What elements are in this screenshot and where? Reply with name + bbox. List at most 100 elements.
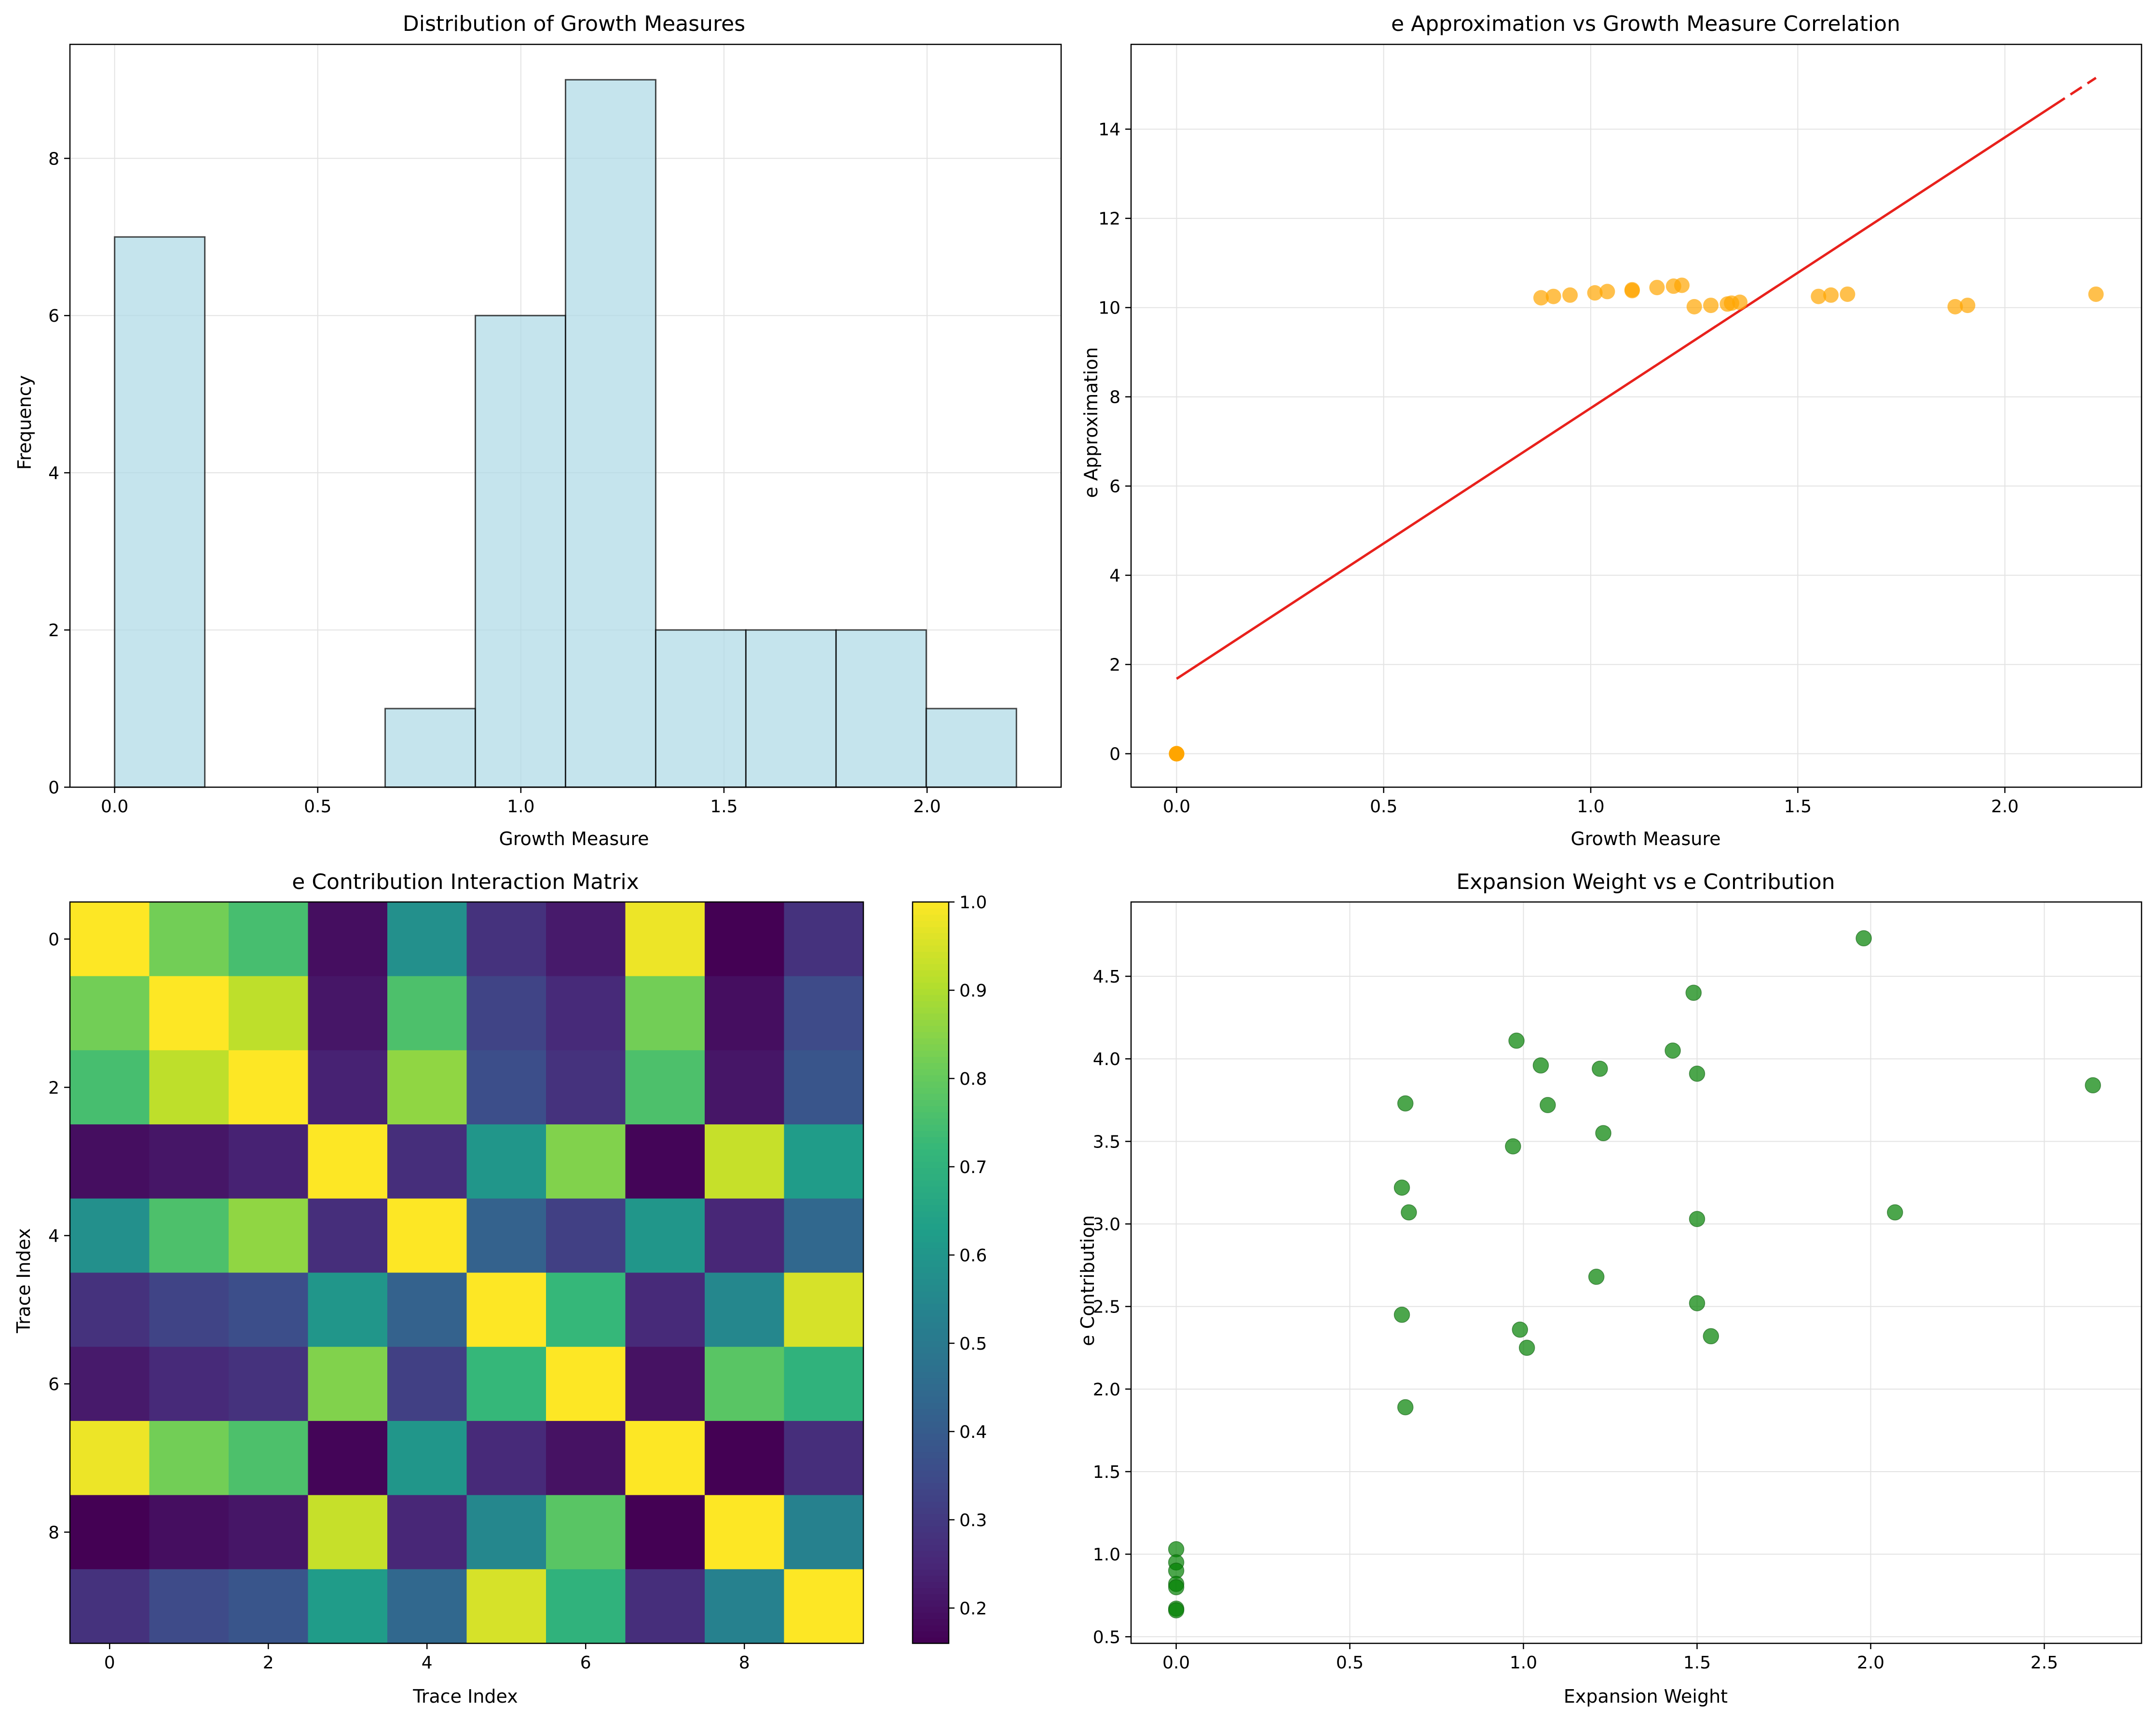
- heatmap-cell: [229, 1050, 309, 1125]
- histogram-bar: [475, 314, 566, 788]
- scatter-point: [1592, 1060, 1608, 1077]
- x-tick-label: 1.5: [710, 797, 737, 817]
- colorbar-segment: [913, 1600, 949, 1607]
- histogram-bar: [114, 236, 206, 788]
- y-tick-label: 6: [48, 1375, 59, 1394]
- x-tick-label: 1.0: [1577, 797, 1604, 817]
- y-tick-label: 4.5: [1093, 967, 1120, 987]
- colorbar-tick-label: 0.5: [959, 1334, 987, 1354]
- heatmap-cell: [546, 1421, 626, 1496]
- colorbar-segment: [913, 1415, 949, 1421]
- colorbar-segment: [913, 1587, 949, 1595]
- colorbar-segment: [913, 1575, 949, 1582]
- heatmap-cell: [466, 1421, 546, 1496]
- colorbar-segment: [913, 1464, 949, 1471]
- colorbar-segment: [913, 1544, 949, 1551]
- y-tick-label: 3.5: [1093, 1132, 1120, 1152]
- colorbar-frame: [912, 901, 950, 1644]
- colorbar-segment: [913, 1087, 949, 1094]
- colorbar-segment: [913, 1235, 949, 1243]
- colorbar-segment: [913, 1322, 949, 1329]
- colorbar-segment: [913, 1180, 949, 1187]
- colorbar-segment: [913, 1353, 949, 1360]
- histogram-panel: Distribution of Growth Measures Growth M…: [14, 12, 1062, 849]
- plot-frame: [1130, 901, 2142, 1644]
- heatmap-cell: [625, 1050, 705, 1125]
- x-tick-label: 2.0: [1991, 797, 2019, 817]
- heatmap-cell: [466, 976, 546, 1051]
- histogram-bar: [384, 708, 477, 788]
- heatmap-cell: [784, 1421, 864, 1496]
- scatter-point: [1401, 1204, 1417, 1221]
- scatter-point: [1169, 746, 1185, 762]
- y-tick-label: 3.0: [1093, 1215, 1120, 1235]
- colorbar-segment: [913, 1328, 949, 1335]
- heatmap-cell: [70, 1569, 150, 1644]
- colorbar-segment: [913, 1130, 949, 1137]
- colorbar-segment: [913, 1532, 949, 1539]
- colorbar-segment: [913, 1334, 949, 1341]
- heatmap-cell: [625, 976, 705, 1051]
- heatmap-cell: [70, 1272, 150, 1347]
- y-tick-label: 8: [48, 149, 59, 169]
- histogram-bar: [835, 629, 927, 788]
- heatmap-cell: [229, 1198, 309, 1273]
- plot-frame: [69, 43, 1062, 788]
- scatter-point: [1512, 1321, 1528, 1338]
- colorbar-segment: [913, 1569, 949, 1576]
- colorbar-segment: [913, 902, 949, 909]
- colorbar-segment: [913, 1446, 949, 1452]
- colorbar-segment: [913, 1557, 949, 1564]
- x-tick-label: 1.5: [1784, 797, 1812, 817]
- heatmap-cell: [70, 1050, 150, 1125]
- colorbar-segment: [913, 1451, 949, 1459]
- scatter-point: [1674, 277, 1690, 293]
- scatter-point: [1540, 1097, 1556, 1113]
- colorbar-segment: [913, 1192, 949, 1199]
- heatmap-cell: [466, 1347, 546, 1421]
- colorbar-segment: [913, 1421, 949, 1428]
- colorbar-segment: [913, 1167, 949, 1175]
- colorbar-segment: [913, 1291, 949, 1298]
- heatmap-cell: [466, 1050, 546, 1125]
- y-tick-label: 4.0: [1093, 1050, 1120, 1069]
- heatmap-cell: [70, 1124, 150, 1199]
- heatmap-cell: [387, 1124, 467, 1199]
- colorbar-segment: [913, 1625, 949, 1632]
- y-tick-label: 2: [48, 621, 59, 641]
- x-tick-label: 0: [104, 1653, 115, 1673]
- scatter-point: [1599, 284, 1615, 300]
- colorbar-tick-label: 0.4: [959, 1422, 987, 1442]
- scatter-point: [1587, 285, 1603, 301]
- colorbar-segment: [913, 1433, 949, 1440]
- heatmap-cell: [70, 902, 150, 977]
- heatmap-cell: [705, 1198, 785, 1273]
- scatter-point: [1840, 286, 1856, 302]
- heatmap-cell: [229, 1569, 309, 1644]
- colorbar-segment: [913, 1631, 949, 1638]
- heatmap-cell: [229, 1421, 309, 1496]
- heatmap-y-label: Trace Index: [13, 1228, 34, 1334]
- colorbar-segment: [913, 1217, 949, 1224]
- x-tick-label: 0.0: [1163, 797, 1190, 817]
- approximation-scatter-x-label: Growth Measure: [1570, 828, 1720, 849]
- x-tick-label: 2: [263, 1653, 274, 1673]
- scatter-point: [1533, 290, 1549, 306]
- heatmap-cell: [70, 976, 150, 1051]
- heatmap-cell: [546, 976, 626, 1051]
- y-tick-label: 6: [48, 306, 59, 326]
- colorbar-segment: [913, 1174, 949, 1181]
- x-tick-label: 0.5: [304, 797, 331, 817]
- colorbar-segment: [913, 908, 949, 915]
- colorbar-segment: [913, 1019, 949, 1026]
- x-tick-label: 0.0: [1162, 1653, 1190, 1673]
- heatmap-cell: [705, 1050, 785, 1125]
- colorbar-segment: [913, 1149, 949, 1156]
- y-tick-label: 10: [1098, 299, 1120, 318]
- colorbar-segment: [913, 1272, 949, 1280]
- colorbar-segment: [913, 1618, 949, 1625]
- heatmap-cell: [149, 1272, 229, 1347]
- colorbar-segment: [913, 1427, 949, 1434]
- heatmap-cell: [705, 976, 785, 1051]
- colorbar-segment: [913, 1063, 949, 1069]
